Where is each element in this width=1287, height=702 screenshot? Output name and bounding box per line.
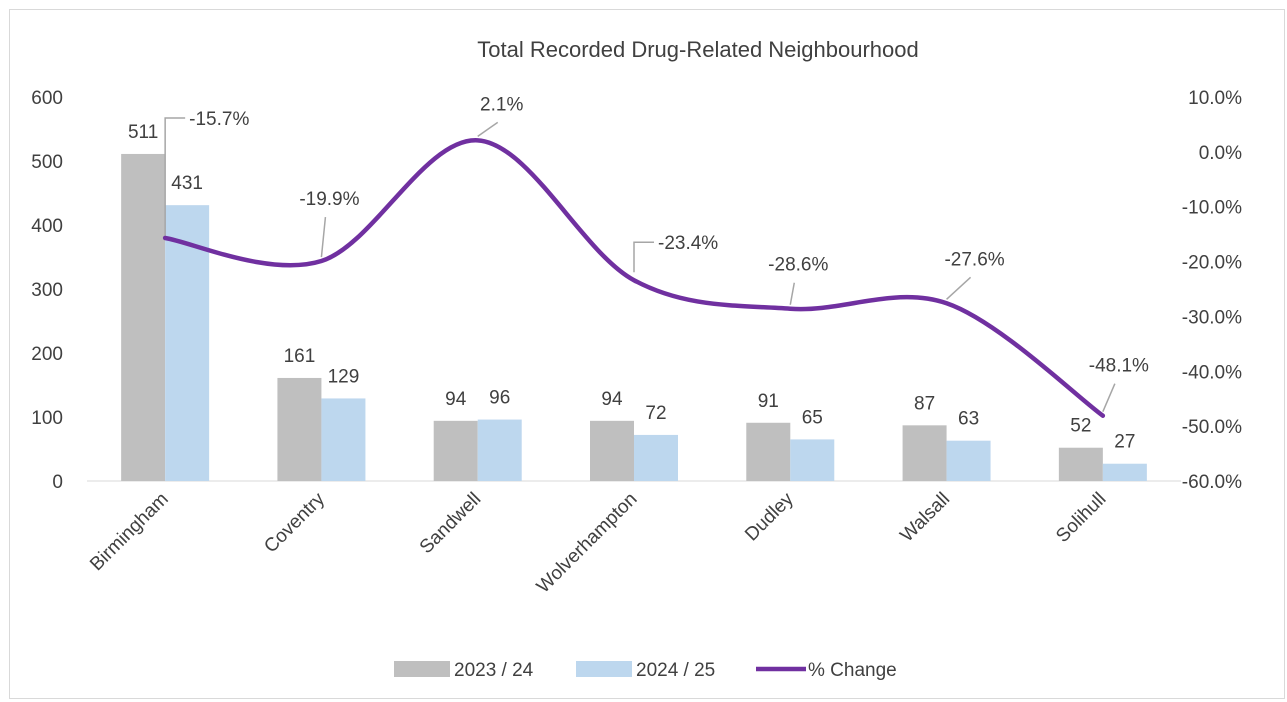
right-axis-tick-label: 0.0%: [1199, 143, 1242, 164]
legend: 2023 / 24 2024 / 25 % Change: [394, 660, 897, 681]
left-axis-tick-label: 300: [31, 280, 63, 301]
bar-value-label: 94: [601, 389, 623, 410]
right-axis-tick-label: -60.0%: [1182, 472, 1242, 493]
left-axis-ticks: 0 100 200 300 400 500 600: [31, 88, 63, 493]
right-axis-tick-label: -10.0%: [1182, 198, 1242, 219]
category-label: Coventry: [260, 488, 329, 557]
bar-value-label: 161: [284, 346, 316, 367]
bar-2024-25: [634, 434, 678, 481]
bar-2023-24: [433, 420, 478, 481]
legend-swatch-2024-25: [576, 661, 632, 677]
percent-change-line: [162, 138, 1106, 418]
leader-line: [1102, 383, 1116, 413]
bar-2024-25: [477, 419, 522, 481]
bar-2023-24: [746, 422, 791, 481]
leader-line: [320, 216, 327, 258]
left-axis-tick-label: 400: [31, 216, 63, 237]
bars-group: [121, 153, 1147, 481]
legend-label: 2024 / 25: [636, 660, 715, 681]
bar-value-label: 63: [958, 409, 979, 430]
percent-change-label: 2.1%: [480, 94, 523, 115]
chart-frame: [9, 9, 1285, 699]
bar-value-label: 129: [328, 366, 360, 387]
legend-swatch-2023-24: [394, 661, 450, 677]
bar-value-label: 511: [128, 122, 158, 143]
bar-2023-24: [277, 377, 322, 481]
chart-title: Total Recorded Drug-Related Neighbourhoo…: [477, 37, 919, 62]
leader-line: [946, 276, 972, 300]
percent-change-label: -15.7%: [189, 109, 249, 130]
left-axis-tick-label: 200: [31, 344, 63, 365]
leader-line: [633, 241, 654, 273]
left-axis-tick-label: 100: [31, 408, 63, 429]
legend-label: 2023 / 24: [454, 660, 534, 681]
category-label: Solihull: [1052, 489, 1110, 547]
category-labels: Birmingham Coventry Sandwell Wolverhampton D…: [86, 488, 1110, 597]
right-axis-tick-label: -40.0%: [1182, 362, 1242, 383]
percent-change-label: -23.4%: [658, 233, 718, 254]
right-axis-tick-label: 10.0%: [1188, 88, 1242, 109]
bar-2023-24: [121, 153, 166, 481]
left-axis-tick-label: 600: [31, 88, 63, 109]
category-label: Wolverhampton: [533, 489, 642, 598]
leader-lines: [164, 117, 1116, 413]
percent-change-label: -19.9%: [299, 189, 359, 210]
category-label: Dudley: [741, 488, 798, 545]
right-axis-tick-label: -20.0%: [1182, 253, 1242, 274]
bar-value-label: 96: [489, 388, 510, 409]
bar-2023-24: [902, 425, 947, 481]
leader-line: [789, 282, 796, 305]
percent-change-label: -27.6%: [944, 249, 1004, 270]
left-axis-tick-label: 500: [31, 152, 63, 173]
line-series-group: [162, 138, 1106, 418]
bar-value-label: 65: [802, 407, 823, 428]
leader-line: [164, 117, 186, 238]
leader-line: [477, 121, 499, 137]
bar-2023-24: [1058, 447, 1103, 481]
bar-value-label: 52: [1070, 416, 1091, 437]
bar-2024-25: [1102, 463, 1147, 481]
bar-value-label: 431: [171, 173, 203, 194]
data-labels: 511 431 161 129 94 96 94 72 91 65 87 63 52 27 -15.7% -1…: [128, 94, 1149, 452]
bar-value-label: 87: [914, 393, 935, 414]
category-label: Sandwell: [416, 489, 485, 558]
left-axis-tick-label: 0: [52, 472, 63, 493]
right-axis-tick-label: -30.0%: [1182, 307, 1242, 328]
bar-2024-25: [165, 205, 210, 481]
bar-value-label: 91: [758, 391, 779, 412]
bar-value-label: 27: [1114, 432, 1135, 453]
right-axis-ticks: -60.0% -50.0% -40.0% -30.0% -20.0% -10.0% 0.0%…: [1182, 88, 1242, 493]
bar-value-label: 72: [645, 403, 666, 424]
category-label: Walsall: [896, 489, 954, 547]
legend-label: % Change: [808, 660, 897, 681]
percent-change-label: -28.6%: [768, 255, 828, 276]
percent-change-label: -48.1%: [1089, 356, 1149, 377]
bar-2023-24: [590, 420, 634, 481]
right-axis-tick-label: -50.0%: [1182, 417, 1242, 438]
bar-2024-25: [946, 440, 991, 481]
bar-value-label: 94: [445, 389, 467, 410]
bar-2024-25: [321, 398, 366, 481]
bar-2024-25: [790, 439, 835, 481]
category-label: Birmingham: [86, 489, 173, 576]
